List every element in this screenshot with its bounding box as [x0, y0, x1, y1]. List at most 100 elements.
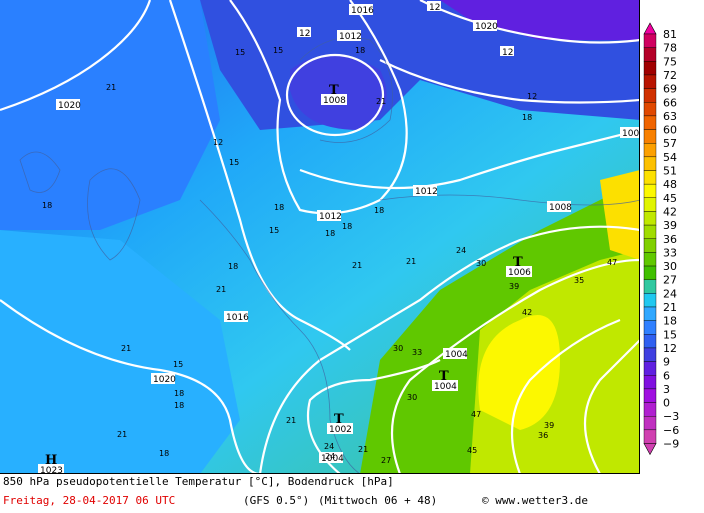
colorbar-tick-label: 48 [663, 178, 677, 191]
colorbar-swatch [643, 361, 657, 376]
temp-label: 18 [228, 262, 238, 271]
temp-label: 15 [229, 158, 239, 167]
low-pressure-center: T 1008 [321, 83, 347, 106]
colorbar-tick-label: 6 [663, 369, 670, 382]
temp-label: 21 [121, 344, 131, 353]
isobar-label: 1004 [445, 350, 468, 360]
isobar-label: 1020 [475, 22, 498, 32]
temp-label: 21 [106, 83, 116, 92]
temp-label: 18 [42, 201, 52, 210]
colorbar-tick-label: 78 [663, 42, 677, 55]
temp-label: 30 [407, 393, 417, 402]
colorbar-swatch [643, 238, 657, 253]
temp-label: 36 [538, 431, 548, 440]
colorbar-tick-label: 27 [663, 274, 677, 287]
colorbar-tick-label: 57 [663, 137, 677, 150]
svg-text:1023: 1023 [40, 466, 63, 474]
colorbar-tick-label: −9 [663, 438, 679, 451]
temp-label: 15 [273, 46, 283, 55]
temp-label: 18 [174, 401, 184, 410]
colorbar-swatch [643, 388, 657, 403]
svg-text:T: T [439, 369, 449, 384]
svg-text:T: T [334, 412, 344, 427]
weather-map: 1016 1012 1020 12 12 1020 12 1012 1008 1… [0, 0, 640, 474]
colorbar-swatch [643, 375, 657, 390]
colorbar-tick-label: 21 [663, 301, 677, 314]
colorbar-swatch [643, 416, 657, 431]
colorbar-swatch [643, 74, 657, 89]
high-pressure-center: H 1023 [38, 453, 64, 474]
colorbar-swatch [643, 102, 657, 117]
colorbar-top-arrow [643, 22, 657, 35]
isobar-label: 12 [429, 3, 440, 13]
colorbar-swatch [643, 142, 657, 158]
colorbar-tick-label: 30 [663, 260, 677, 273]
temp-label: 21 [376, 97, 386, 106]
colorbar-swatch [643, 320, 657, 335]
colorbar-swatch [643, 293, 657, 308]
temp-label: 21 [286, 416, 296, 425]
temp-label: 24 [325, 452, 335, 461]
temp-label: 12 [213, 138, 223, 147]
temp-label: 15 [235, 48, 245, 57]
temp-label: 21 [406, 257, 416, 266]
temp-label: 47 [607, 258, 617, 267]
cold-region-northeast [440, 0, 639, 40]
isobar-label: 1008 [549, 203, 572, 213]
colorbar-swatch [643, 156, 657, 171]
pressure-centers: T 1008 T 1006 T 1004 T 1002 H 1023 [38, 83, 532, 474]
isobar-label-group: 1016 1012 1020 12 12 1020 12 1012 1008 1… [56, 1, 640, 464]
colorbar-swatch [643, 252, 657, 267]
colorbar-swatch [643, 88, 657, 103]
colorbar-tick-label: 81 [663, 28, 677, 41]
temp-label: 18 [522, 113, 532, 122]
colorbar-swatch [643, 170, 657, 185]
model-name: (GFS 0.5°) [243, 494, 310, 507]
colorbar-swatch [643, 279, 657, 294]
temp-label: 27 [381, 456, 391, 465]
temp-label: 18 [355, 46, 365, 55]
svg-text:1008: 1008 [323, 96, 346, 106]
color-scale-legend: 81 78 75 72 69 66 63 60 57 54 51 48 45 42 39 36 33 30 27 24… [642, 22, 704, 458]
colorbar-swatch [643, 402, 657, 417]
temp-label: 21 [216, 285, 226, 294]
isobar-label: 1016 [351, 6, 374, 16]
hot-region-turkey [600, 170, 639, 260]
temp-label: 12 [527, 92, 537, 101]
isobar-label: 1020 [58, 101, 81, 111]
colorbar-swatch [643, 197, 657, 212]
isobar-label: 1008 [622, 129, 640, 139]
colorbar-tick-label: 18 [663, 315, 677, 328]
colorbar-tick-label: 69 [663, 83, 677, 96]
temp-label: 18 [159, 449, 169, 458]
isobar-label: 1004 [321, 454, 344, 464]
isobar-label: 12 [299, 29, 310, 39]
temp-label: 45 [467, 446, 477, 455]
colorbar-tick-label: 63 [663, 110, 677, 123]
copyright-link[interactable]: © www.wetter3.de [482, 494, 588, 507]
valid-date: Freitag, 28-04-2017 06 UTC [3, 494, 176, 507]
svg-text:1002: 1002 [329, 425, 352, 435]
temp-label: 30 [393, 344, 403, 353]
colorbar-tick-label: 15 [663, 328, 677, 341]
temp-label: 18 [342, 222, 352, 231]
svg-text:T: T [329, 83, 339, 98]
hot-region-core [478, 315, 560, 430]
colorbar-tick-label: 39 [663, 219, 677, 232]
temp-label: 18 [325, 229, 335, 238]
temperature-label-group: 21 18 12 15 18 15 12 18 18 21 18 15 18 2… [42, 46, 617, 465]
colorbar-swatch [643, 129, 657, 144]
colorbar-tick-label: −6 [663, 424, 679, 437]
temp-label: 15 [269, 226, 279, 235]
isobar-label: 1012 [339, 32, 362, 42]
colorbar-swatch [643, 33, 657, 48]
isobar-label: 1020 [153, 375, 176, 385]
colorbar-swatch [643, 61, 657, 76]
temp-label: 18 [274, 203, 284, 212]
colorbar-swatch [643, 429, 657, 444]
colorbar-tick-label: 0 [663, 397, 670, 410]
temp-label: 47 [471, 410, 481, 419]
isobar-label: 1012 [415, 187, 438, 197]
low-pressure-center: T 1002 [327, 412, 353, 435]
colorbar-tick-label: −3 [663, 410, 679, 423]
